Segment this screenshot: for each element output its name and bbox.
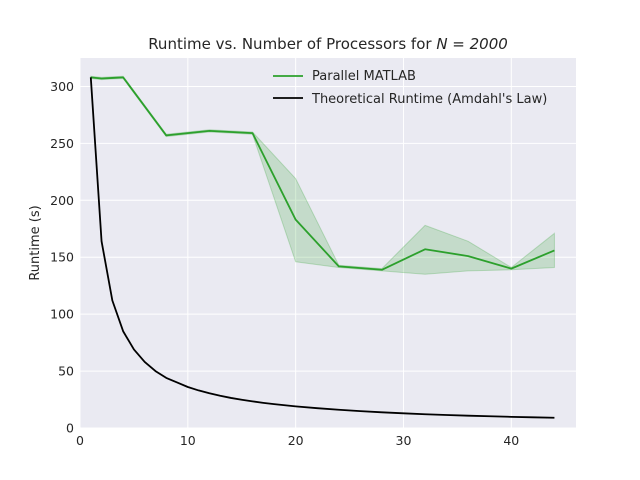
y-tick-label: 50 — [58, 364, 74, 379]
grid — [79, 58, 576, 429]
y-tick-labels: 0 50 100 150 200 250 300 — [50, 79, 74, 436]
y-tick-label: 0 — [66, 421, 74, 436]
x-tick-label: 30 — [396, 433, 412, 448]
series-line-parallel-matlab — [90, 76, 555, 271]
chart-title-math: N = 2000 — [436, 35, 508, 53]
x-tick-label: 20 — [288, 433, 304, 448]
x-tick-labels: 0 10 20 30 40 — [76, 433, 519, 448]
plot-background — [80, 58, 576, 428]
legend-label-amdahl: Theoretical Runtime (Amdahl's Law) — [311, 92, 547, 107]
chart-title-text: Runtime vs. Number of Processors for — [148, 35, 436, 53]
y-tick-label: 300 — [50, 79, 74, 94]
legend: Parallel MATLAB Theoretical Runtime (Amd… — [273, 69, 547, 107]
chart-title: Runtime vs. Number of Processors for N =… — [148, 35, 508, 53]
x-tick-label: 10 — [180, 433, 196, 448]
y-axis-label: Runtime (s) — [28, 205, 43, 280]
series-lines — [89, 76, 555, 419]
x-tick-label: 40 — [503, 433, 519, 448]
y-tick-label: 100 — [50, 307, 74, 322]
y-tick-label: 200 — [50, 193, 74, 208]
legend-label-parallel-matlab: Parallel MATLAB — [312, 69, 416, 84]
y-tick-label: 150 — [50, 250, 74, 265]
series-line-theoretical-runtime-amdahl-s-law — [89, 77, 555, 419]
x-tick-label: 0 — [76, 433, 84, 448]
y-tick-label: 250 — [50, 136, 74, 151]
